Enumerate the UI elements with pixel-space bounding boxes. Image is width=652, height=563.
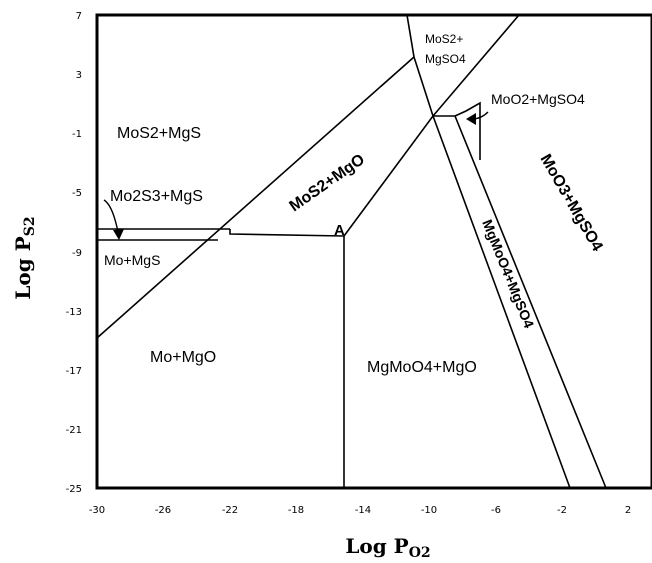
arrow-moo2-head (466, 113, 476, 125)
label-mo2s3-mgs: Mo2S3+MgS (110, 188, 203, 205)
label-mgmoo4-mgso4: MgMoO4+MgSO4 (479, 217, 537, 330)
pointer-arrows (103, 111, 489, 240)
label-mos2-mgs: MoS2+MgS (117, 125, 201, 142)
y-axis-title-sub: S2 (22, 216, 38, 236)
x-tick-label: -26 (155, 505, 171, 516)
boundary-mos2-mgso4-right (432, 14, 520, 117)
x-tick-label: -22 (222, 505, 238, 516)
label-mos2-mgso4-line1: MoS2+ (425, 32, 463, 46)
x-tick-label: -30 (89, 505, 105, 516)
y-tick-label: -21 (66, 425, 82, 436)
boundary-mos2-mgso4-left (406, 14, 415, 58)
label-mo-mgs: Mo+MgS (104, 252, 160, 268)
boundary-mgmoo4-mgso4-left (432, 115, 571, 489)
phase-boundaries (96, 14, 607, 489)
boundary-moo2-mgso4 (454, 101, 481, 160)
x-axis-title: Log PO2 (345, 534, 430, 561)
y-tick-label: -1 (72, 129, 82, 140)
x-tick-label: 2 (625, 505, 631, 516)
y-tick-label: -9 (72, 248, 82, 259)
label-mo-mgo: Mo+MgO (150, 349, 216, 366)
label-mgmoo4-mgo: MgMoO4+MgO (367, 359, 477, 376)
y-tick-labels: 7 3 -1 -5 -9 -13 -17 -21 -25 (66, 11, 82, 495)
x-tick-label: -6 (491, 505, 501, 516)
plot-frame (95, 13, 652, 490)
x-axis-title-main: Log P (345, 534, 408, 558)
boundary-mgmoo4-mgso4-right (454, 115, 607, 489)
label-mos2-mgo: MoS2+MgO (287, 151, 368, 215)
label-moo3-mgso4: MoO3+MgSO4 (537, 152, 606, 255)
x-tick-label: -18 (288, 505, 304, 516)
x-tick-labels: -30 -26 -22 -18 -14 -10 -6 -2 2 (89, 505, 631, 516)
y-axis-title-main: Log P (11, 236, 35, 299)
x-axis-title-sub: O2 (409, 545, 431, 561)
x-tick-label: -2 (557, 505, 567, 516)
boundary-mos2-mgo-right (343, 115, 434, 237)
x-tick-label: -10 (421, 505, 437, 516)
label-moo2-mgso4: MoO2+MgSO4 (491, 91, 585, 107)
y-tick-label: -25 (66, 484, 82, 495)
boundary-mos2-mgs-mo-mgs (96, 56, 415, 339)
boundary-mo-mgo-top (229, 229, 345, 237)
y-tick-label: -17 (66, 366, 82, 377)
x-tick-label: -14 (355, 505, 371, 516)
y-axis-title: Log PS2 (11, 216, 38, 299)
label-mos2-mgso4-line2: MgSO4 (425, 52, 466, 66)
y-tick-label: -5 (72, 188, 82, 199)
boundary-mos2-mgso4-bottom (413, 56, 434, 117)
label-point-a: A (334, 222, 345, 239)
y-tick-label: -13 (66, 307, 82, 318)
y-tick-label: 7 (76, 11, 82, 22)
arrow-mo2s3-head (113, 229, 124, 240)
region-labels: MoS2+MgS Mo2S3+MgS Mo+MgS Mo+MgO MoS2+Mg… (104, 32, 606, 376)
y-tick-label: 3 (76, 70, 82, 81)
